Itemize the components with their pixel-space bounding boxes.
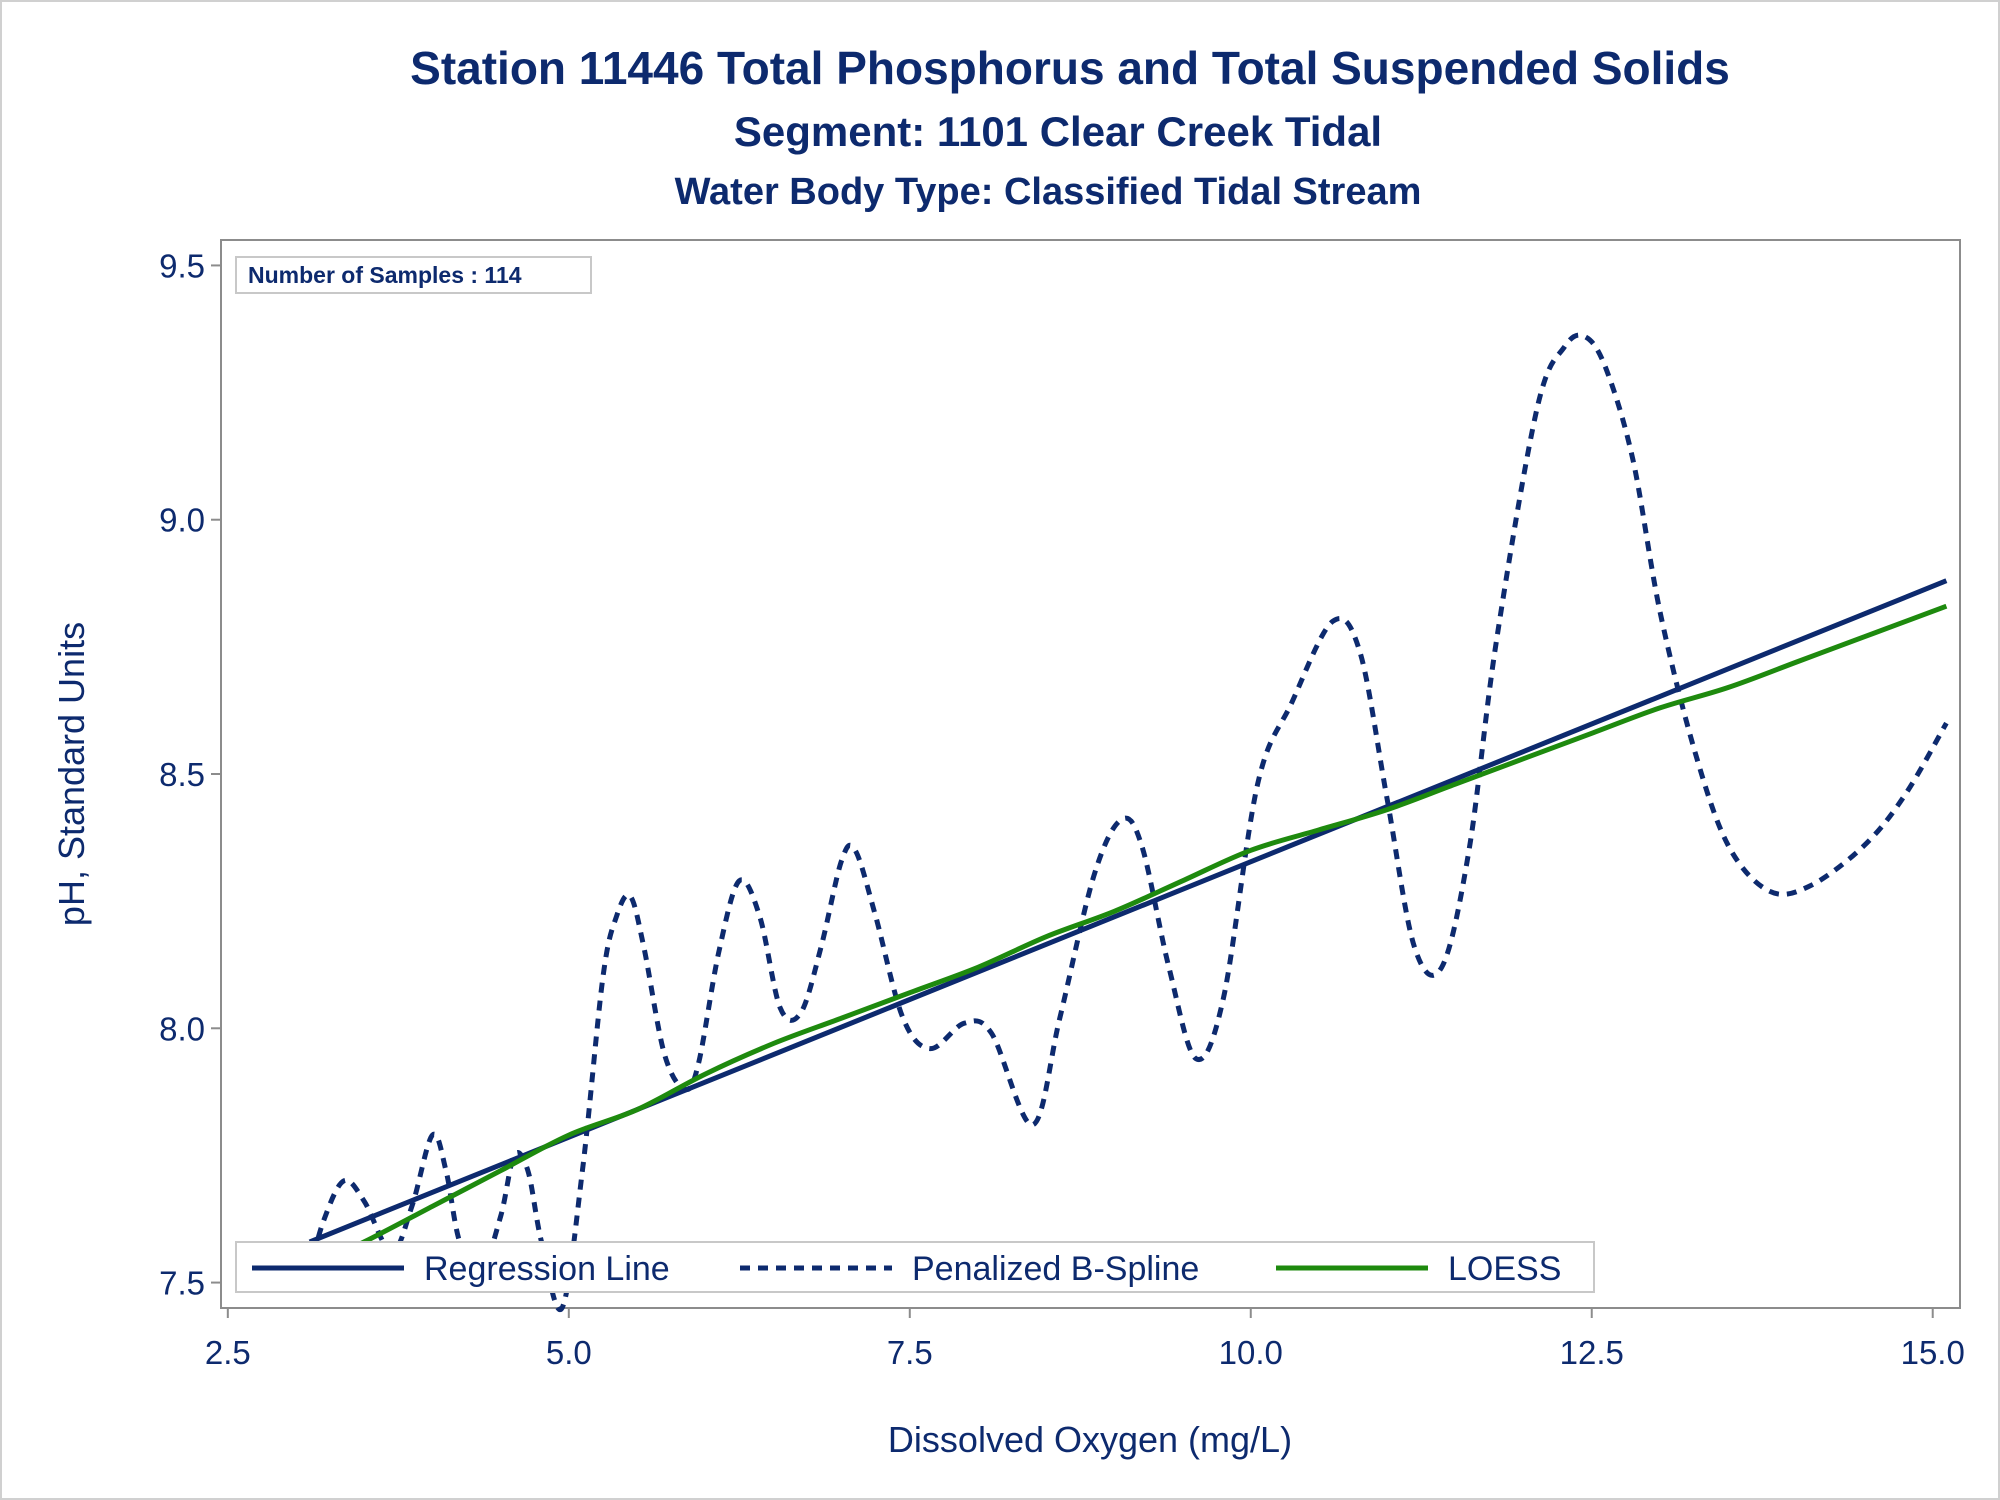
series-line-penalized-b-spline bbox=[307, 332, 1949, 1313]
x-tick-label: 12.5 bbox=[1560, 1334, 1624, 1371]
y-tick-label: 9.5 bbox=[159, 247, 205, 284]
legend-item-label: LOESS bbox=[1448, 1250, 1561, 1288]
x-tick-label: 2.5 bbox=[205, 1334, 251, 1371]
x-axis-label: Dissolved Oxygen (mg/L) bbox=[888, 1419, 1292, 1460]
sample-count-inset: Number of Samples : 114 bbox=[235, 256, 592, 294]
x-tick-label: 7.5 bbox=[887, 1334, 933, 1371]
legend-item-label: Regression Line bbox=[424, 1250, 670, 1288]
chart-title: Station 11446 Total Phosphorus and Total… bbox=[410, 42, 1730, 94]
x-tick-label: 15.0 bbox=[1901, 1334, 1965, 1371]
y-tick-label: 9.0 bbox=[159, 502, 205, 539]
x-axis: 2.5 5.0 7.5 10.0 12.5 15.0 bbox=[205, 1308, 1965, 1371]
legend-item-label: Penalized B-Spline bbox=[912, 1250, 1199, 1288]
sample-count-label: Number of Samples : 114 bbox=[248, 262, 522, 288]
plot-area bbox=[220, 239, 1961, 1309]
series-layer bbox=[307, 332, 1949, 1313]
chart-subtitle: Segment: 1101 Clear Creek Tidal bbox=[734, 108, 1382, 155]
sample-count-box bbox=[235, 256, 592, 294]
y-tick-label: 7.5 bbox=[159, 1265, 205, 1302]
series-line-loess bbox=[308, 603, 1948, 1270]
y-tick-label: 8.5 bbox=[159, 756, 205, 793]
legend: Regression Line Penalized B-Spline LOESS bbox=[235, 1241, 1595, 1293]
y-axis-label: pH, Standard Units bbox=[51, 622, 92, 926]
y-axis: 7.5 8.0 8.5 9.0 9.5 bbox=[159, 247, 221, 1302]
chart-subtitle-2: Water Body Type: Classified Tidal Stream bbox=[675, 171, 1422, 213]
x-tick-label: 5.0 bbox=[546, 1334, 592, 1371]
x-tick-label: 10.0 bbox=[1219, 1334, 1283, 1371]
y-tick-label: 8.0 bbox=[159, 1010, 205, 1047]
